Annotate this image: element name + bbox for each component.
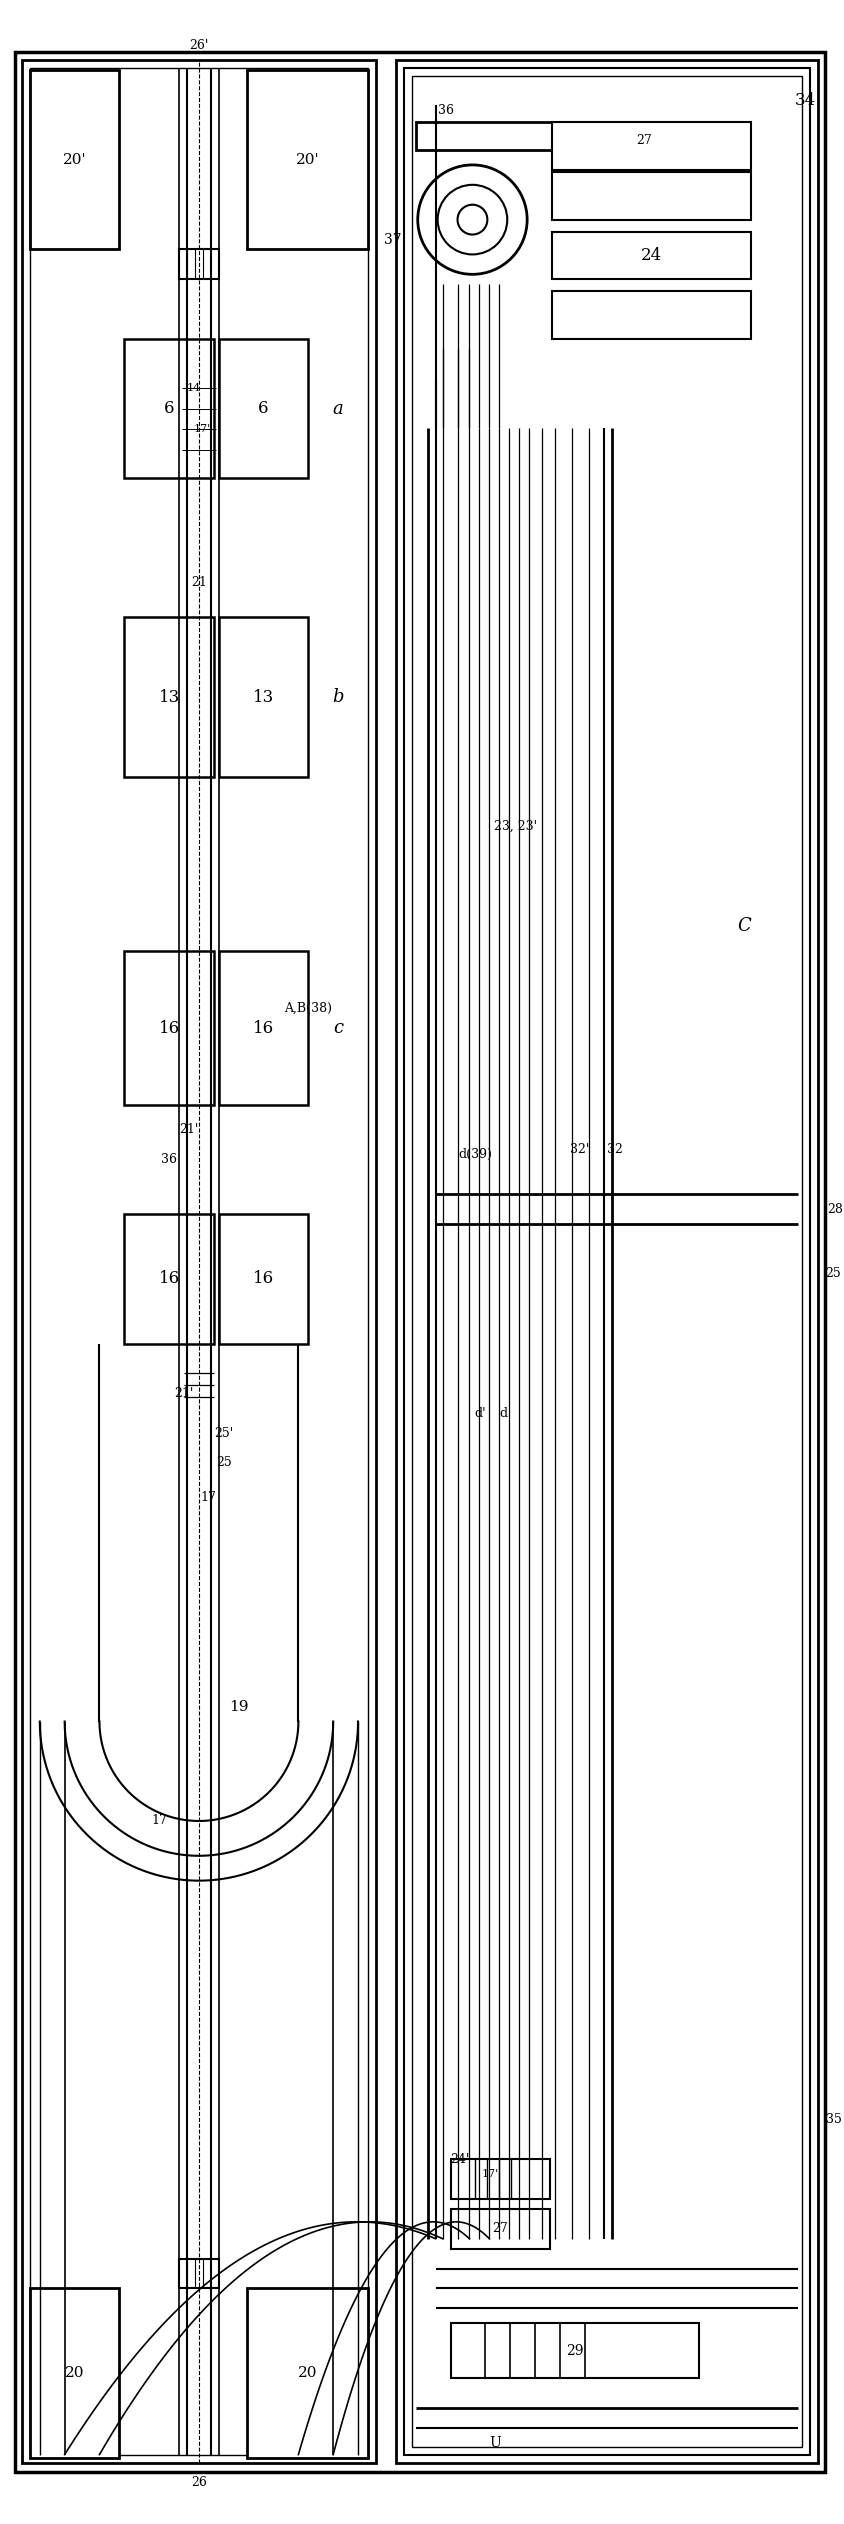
Text: A,B(38): A,B(38) [284,1002,333,1015]
Bar [124,952,214,1106]
Text: 20': 20' [62,154,86,167]
Bar [246,2289,368,2458]
Bar [22,61,376,2463]
Bar [179,2259,219,2289]
Bar [124,1214,214,1343]
Text: c: c [333,1020,344,1037]
Bar [552,290,751,338]
Text: 6: 6 [258,401,269,416]
Text: 21: 21 [191,575,207,588]
Bar [124,618,214,777]
Text: U: U [490,2436,501,2451]
Text: 26': 26' [189,38,208,53]
Text: d(39): d(39) [458,1148,492,1161]
Text: 14: 14 [187,384,201,394]
Text: 16: 16 [159,1270,180,1287]
Text: 16: 16 [253,1020,274,1037]
Text: 17: 17 [201,1492,217,1504]
Text: 27: 27 [492,2221,508,2236]
Circle shape [418,164,528,275]
Text: 25': 25' [214,1426,234,1439]
Circle shape [457,204,487,235]
Text: d: d [499,1406,507,1418]
Bar [30,71,119,250]
Text: 37: 37 [384,232,402,247]
Text: 28: 28 [827,1204,843,1217]
Text: 25: 25 [216,1456,231,1469]
Bar [396,61,818,2463]
Bar [219,952,308,1106]
Text: 24': 24' [451,2153,470,2166]
Bar [451,2208,550,2249]
Bar [246,71,368,250]
Text: 36: 36 [437,103,453,116]
Text: 36: 36 [161,1153,177,1166]
Bar [412,76,802,2446]
Text: 32: 32 [607,1143,623,1156]
Text: 17': 17' [482,2168,499,2178]
Bar [552,121,751,169]
Bar [451,2322,699,2378]
Text: 20: 20 [65,2365,84,2380]
Circle shape [438,184,507,255]
Bar [416,121,605,149]
Text: 20: 20 [298,2365,317,2380]
Bar [219,1214,308,1343]
Bar [30,68,368,2453]
Bar [403,68,809,2453]
Bar [179,250,219,280]
Text: 32': 32' [571,1143,590,1156]
Text: 27: 27 [636,134,652,146]
Bar [552,232,751,280]
Text: 26: 26 [191,2476,207,2489]
Bar [219,338,308,477]
Text: 13: 13 [159,689,180,707]
Bar [451,2158,550,2198]
Text: 19: 19 [229,1699,248,1714]
Bar [30,2289,119,2458]
Text: 16: 16 [159,1020,180,1037]
Text: 34: 34 [795,91,816,109]
Text: 29: 29 [566,2345,584,2357]
Text: 17: 17 [151,1815,167,1827]
Text: 24: 24 [641,247,662,265]
Text: C: C [737,916,751,934]
Text: 25: 25 [825,1267,841,1280]
Text: 17': 17' [193,424,210,434]
Text: b: b [333,689,344,707]
Text: a: a [333,399,344,416]
Bar [124,338,214,477]
Text: 23, 23': 23, 23' [494,820,537,833]
Text: 6: 6 [164,401,175,416]
Text: d': d' [474,1406,486,1418]
Text: 35: 35 [825,2113,841,2125]
Text: 20': 20' [295,154,319,167]
Text: 13: 13 [253,689,274,707]
Text: 21': 21' [179,1123,198,1136]
Text: 16: 16 [253,1270,274,1287]
Bar [552,172,751,220]
Text: 21': 21' [175,1386,193,1401]
Bar [219,618,308,777]
